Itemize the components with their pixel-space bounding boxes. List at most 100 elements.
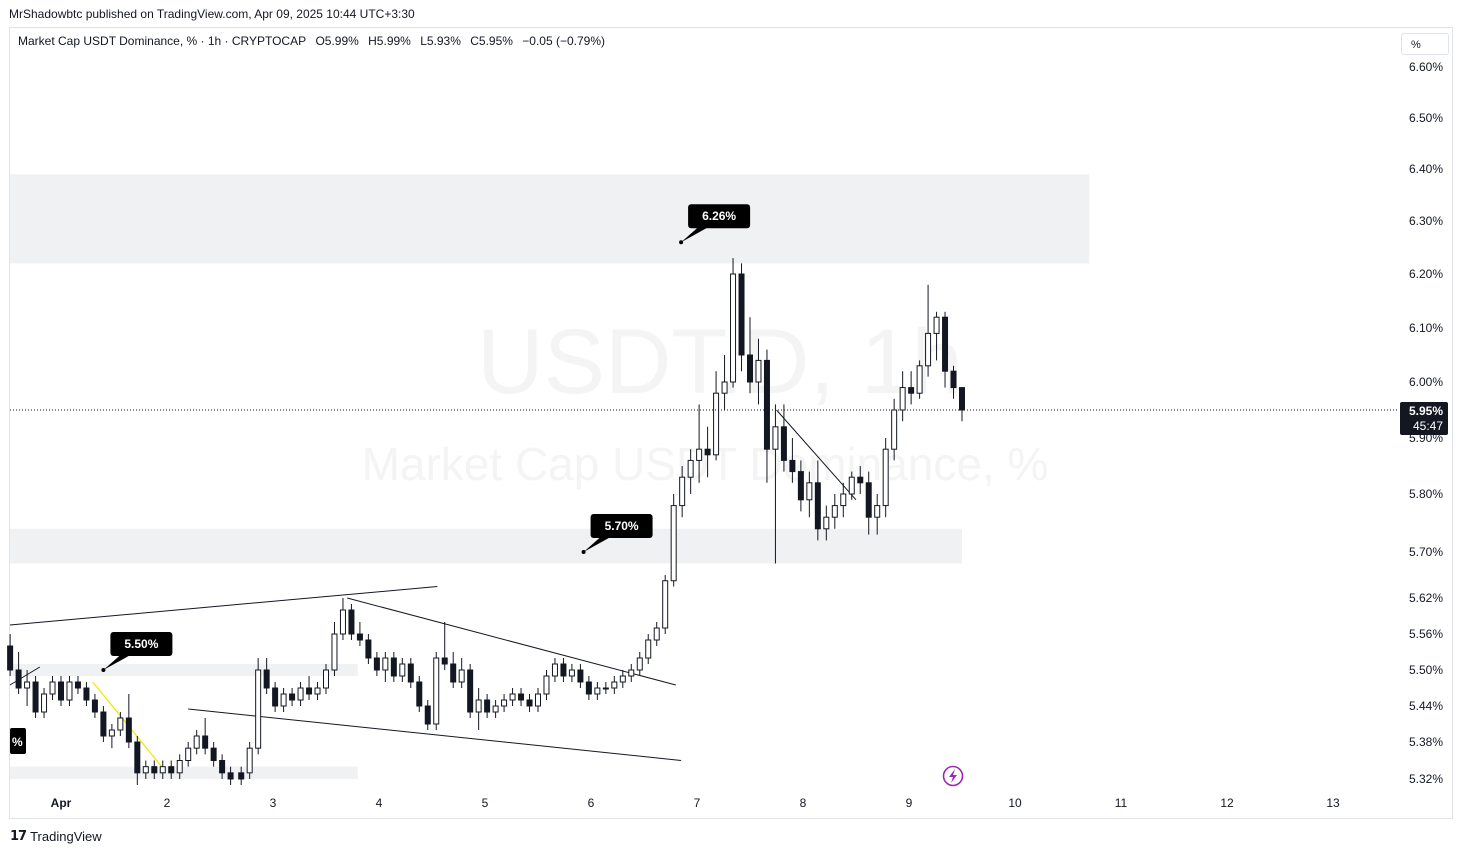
candle[interactable] xyxy=(492,700,499,718)
candle[interactable] xyxy=(560,658,567,682)
candle[interactable] xyxy=(246,742,253,779)
candle[interactable] xyxy=(424,700,431,730)
candle[interactable] xyxy=(399,658,406,682)
candle[interactable] xyxy=(475,688,482,730)
candle[interactable] xyxy=(755,338,762,405)
candle[interactable] xyxy=(83,682,90,706)
candle[interactable] xyxy=(323,664,329,694)
candle[interactable] xyxy=(373,652,380,676)
candle[interactable] xyxy=(628,664,635,682)
candle[interactable] xyxy=(696,404,703,483)
candle[interactable] xyxy=(814,460,821,541)
candle[interactable] xyxy=(662,575,669,634)
candle[interactable] xyxy=(730,258,737,388)
candle[interactable] xyxy=(450,652,457,688)
candle[interactable] xyxy=(789,438,796,483)
trendline[interactable] xyxy=(9,586,438,626)
candle[interactable] xyxy=(636,652,643,676)
tradingview-logo[interactable]: 17 TradingView xyxy=(10,829,102,844)
candle[interactable] xyxy=(210,742,217,767)
candle[interactable] xyxy=(509,688,516,706)
candle[interactable] xyxy=(882,438,889,518)
candle[interactable] xyxy=(840,482,847,518)
candle[interactable] xyxy=(255,658,262,755)
candle[interactable] xyxy=(15,652,22,694)
candle[interactable] xyxy=(959,387,965,422)
candle[interactable] xyxy=(193,730,200,755)
supply-demand-zone[interactable] xyxy=(10,766,358,779)
candle[interactable] xyxy=(339,598,346,640)
candle[interactable] xyxy=(594,682,601,700)
supply-demand-zone[interactable] xyxy=(10,174,1090,264)
candle[interactable] xyxy=(823,505,830,541)
candle[interactable] xyxy=(314,682,321,700)
trendline[interactable] xyxy=(188,708,682,761)
candle[interactable] xyxy=(108,724,115,749)
candle[interactable] xyxy=(679,466,686,518)
candle[interactable] xyxy=(713,371,720,461)
price-callout[interactable]: 5.50% xyxy=(101,632,173,672)
candle[interactable] xyxy=(772,404,779,564)
candle[interactable] xyxy=(577,664,584,688)
price-callout[interactable]: 5.70% xyxy=(581,514,653,554)
price-scale-unit-selector[interactable]: % xyxy=(1401,33,1449,55)
candle[interactable] xyxy=(916,360,923,399)
candle[interactable] xyxy=(467,664,474,718)
candle[interactable] xyxy=(306,676,313,700)
candle[interactable] xyxy=(125,694,132,749)
candle[interactable] xyxy=(806,471,813,518)
candle[interactable] xyxy=(159,760,166,780)
candle[interactable] xyxy=(942,311,949,388)
candle[interactable] xyxy=(348,604,355,640)
candle[interactable] xyxy=(185,742,192,767)
candle[interactable] xyxy=(41,688,48,718)
candle[interactable] xyxy=(747,317,753,394)
candle[interactable] xyxy=(891,398,898,461)
candle[interactable] xyxy=(238,766,245,785)
candle[interactable] xyxy=(780,404,787,472)
candle[interactable] xyxy=(704,426,711,478)
candle[interactable] xyxy=(865,471,872,535)
candle[interactable] xyxy=(297,682,304,706)
candle[interactable] xyxy=(433,652,440,730)
candle[interactable] xyxy=(100,706,107,742)
candle[interactable] xyxy=(407,658,414,688)
candle[interactable] xyxy=(176,754,183,779)
candle[interactable] xyxy=(382,652,389,682)
candle[interactable] xyxy=(721,355,728,410)
trendline[interactable] xyxy=(347,597,676,686)
candle[interactable] xyxy=(134,736,141,785)
trendline[interactable] xyxy=(776,409,857,501)
candle[interactable] xyxy=(441,622,448,670)
candle[interactable] xyxy=(202,718,209,755)
candle[interactable] xyxy=(687,449,694,494)
candle[interactable] xyxy=(168,760,175,780)
candle[interactable] xyxy=(950,365,957,399)
candle[interactable] xyxy=(653,622,660,646)
candle[interactable] xyxy=(91,694,98,718)
candle[interactable] xyxy=(484,694,491,718)
candle[interactable] xyxy=(619,670,626,688)
candle[interactable] xyxy=(49,676,56,700)
candle[interactable] xyxy=(874,494,881,535)
candle[interactable] xyxy=(535,688,541,712)
candle[interactable] xyxy=(925,284,932,377)
candle[interactable] xyxy=(280,688,287,712)
candle[interactable] xyxy=(899,371,906,422)
candle[interactable] xyxy=(602,682,609,694)
candle[interactable] xyxy=(365,634,372,664)
supply-demand-zone[interactable] xyxy=(10,528,962,564)
candle[interactable] xyxy=(551,658,558,682)
candle[interactable] xyxy=(356,622,363,646)
candle[interactable] xyxy=(227,766,234,785)
candle[interactable] xyxy=(738,263,745,372)
candle[interactable] xyxy=(263,658,270,694)
candle[interactable] xyxy=(763,349,770,483)
candle[interactable] xyxy=(416,676,423,712)
candle[interactable] xyxy=(857,466,864,494)
candle[interactable] xyxy=(933,311,940,361)
candle[interactable] xyxy=(32,676,39,718)
candle[interactable] xyxy=(74,676,81,694)
candle[interactable] xyxy=(501,694,508,712)
candle[interactable] xyxy=(831,494,838,529)
